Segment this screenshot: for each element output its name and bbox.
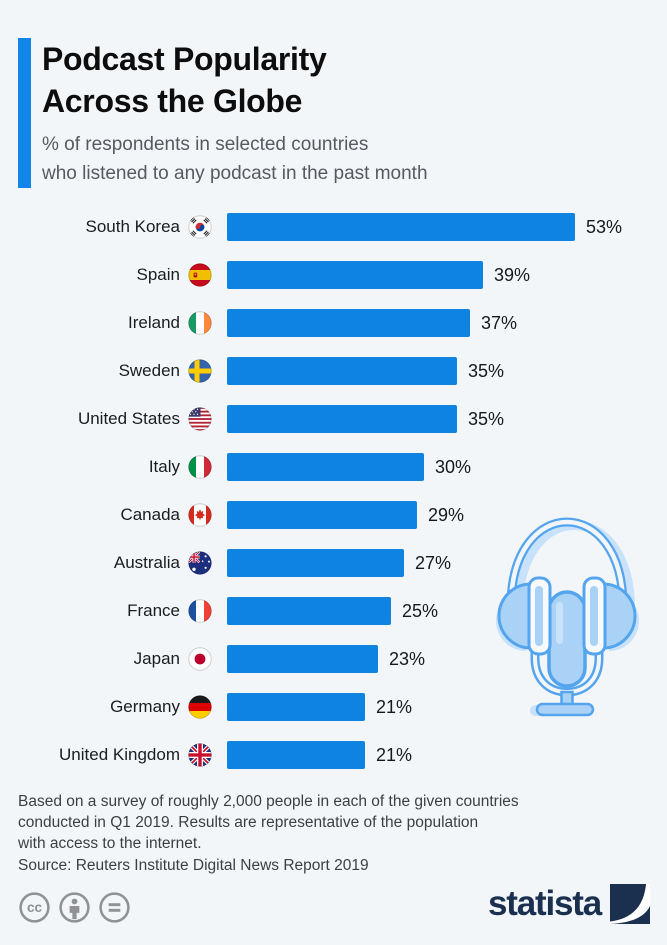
chart-row: South Korea 53%: [18, 203, 649, 251]
bar-chart: South Korea 53% Spain 39% Ireland 37% Swede…: [18, 203, 649, 779]
bar-track: 21%: [227, 741, 649, 769]
note-line-2: conducted in Q1 2019. Results are repres…: [18, 814, 479, 831]
bar-track: 21%: [227, 693, 649, 721]
bar-value-label: 21%: [376, 696, 413, 717]
chart-row: Canada 29%: [18, 491, 649, 539]
title-line-1: Podcast Popularity: [42, 41, 327, 77]
bar-track: 29%: [227, 501, 649, 529]
chart-subtitle: % of respondents in selected countries w…: [42, 130, 428, 188]
bar: [227, 453, 424, 481]
country-label: Japan: [133, 649, 180, 668]
bar-track: 37%: [227, 309, 649, 337]
chart-row: Australia 27%: [18, 539, 649, 587]
bar: [227, 261, 483, 289]
country-label: Ireland: [128, 313, 180, 332]
bar: [227, 309, 470, 337]
bar-value-label: 37%: [481, 312, 518, 333]
page-title: Podcast Popularity Across the Globe: [42, 38, 428, 122]
bar-value-label: 30%: [435, 456, 472, 477]
subtitle-line-1: % of respondents in selected countries: [42, 134, 369, 155]
bar: [227, 357, 457, 385]
sweden-flag-icon: [188, 359, 212, 383]
italy-flag-icon: [188, 455, 212, 479]
bar-track: 35%: [227, 357, 649, 385]
bar: [227, 405, 457, 433]
header: Podcast Popularity Across the Globe % of…: [18, 38, 428, 188]
svg-text:cc: cc: [27, 900, 43, 915]
license-bar: cc: [18, 891, 131, 924]
bar-value-label: 27%: [415, 552, 452, 573]
chart-row: United States 35%: [18, 395, 649, 443]
statista-wordmark: statista: [488, 884, 602, 923]
country-label: South Korea: [85, 217, 180, 236]
chart-row: Germany 21%: [18, 683, 649, 731]
source-line: Source: Reuters Institute Digital News R…: [18, 857, 369, 874]
country-label: United Kingdom: [59, 745, 180, 764]
cc-icon: cc: [18, 891, 51, 924]
country-label: Canada: [120, 505, 180, 524]
statista-logo: statista: [488, 884, 650, 924]
note-line-1: Based on a survey of roughly 2,000 peopl…: [18, 793, 519, 810]
united-states-flag-icon: [188, 407, 212, 431]
bar-track: 53%: [227, 213, 649, 241]
country-label: Sweden: [118, 361, 180, 380]
country-label: Australia: [113, 553, 180, 572]
japan-flag-icon: [188, 647, 212, 671]
canada-flag-icon: [188, 503, 212, 527]
bar: [227, 213, 575, 241]
bar-value-label: 53%: [586, 216, 623, 237]
chart-row: Ireland 37%: [18, 299, 649, 347]
bar-track: 30%: [227, 453, 649, 481]
bar-value-label: 35%: [468, 360, 505, 381]
bar: [227, 645, 378, 673]
bar: [227, 693, 365, 721]
germany-flag-icon: [188, 695, 212, 719]
ireland-flag-icon: [188, 311, 212, 335]
bar-value-label: 39%: [494, 264, 531, 285]
country-label: Spain: [136, 265, 180, 284]
chart-row: Italy 30%: [18, 443, 649, 491]
bar-track: 35%: [227, 405, 649, 433]
footer-note: Based on a survey of roughly 2,000 peopl…: [18, 791, 519, 876]
bar-value-label: 29%: [428, 504, 465, 525]
bar-track: 25%: [227, 597, 649, 625]
south-korea-flag-icon: [188, 215, 212, 239]
country-label: United States: [77, 409, 180, 428]
no-derivatives-icon: [98, 891, 131, 924]
country-label: Italy: [148, 457, 180, 476]
spain-flag-icon: [188, 263, 212, 287]
australia-flag-icon: [188, 551, 212, 575]
chart-row: Japan 23%: [18, 635, 649, 683]
chart-row: France 25%: [18, 587, 649, 635]
bar-value-label: 21%: [376, 744, 413, 765]
subtitle-line-2: who listened to any podcast in the past …: [42, 163, 428, 184]
bar-value-label: 35%: [468, 408, 505, 429]
france-flag-icon: [188, 599, 212, 623]
bar: [227, 741, 365, 769]
statista-swoosh-icon: [610, 884, 650, 924]
note-line-3: with access to the internet.: [18, 835, 202, 852]
bar-track: 27%: [227, 549, 649, 577]
bar-track: 39%: [227, 261, 649, 289]
chart-row: United Kingdom 21%: [18, 731, 649, 779]
title-line-2: Across the Globe: [42, 83, 303, 119]
bar-value-label: 25%: [402, 600, 439, 621]
chart-row: Sweden 35%: [18, 347, 649, 395]
attribution-icon: [58, 891, 91, 924]
bar: [227, 549, 404, 577]
bar: [227, 501, 417, 529]
country-label: Germany: [110, 697, 180, 716]
bar-value-label: 23%: [389, 648, 426, 669]
bar: [227, 597, 391, 625]
chart-row: Spain 39%: [18, 251, 649, 299]
united-kingdom-flag-icon: [188, 743, 212, 767]
bar-track: 23%: [227, 645, 649, 673]
country-label: France: [127, 601, 180, 620]
